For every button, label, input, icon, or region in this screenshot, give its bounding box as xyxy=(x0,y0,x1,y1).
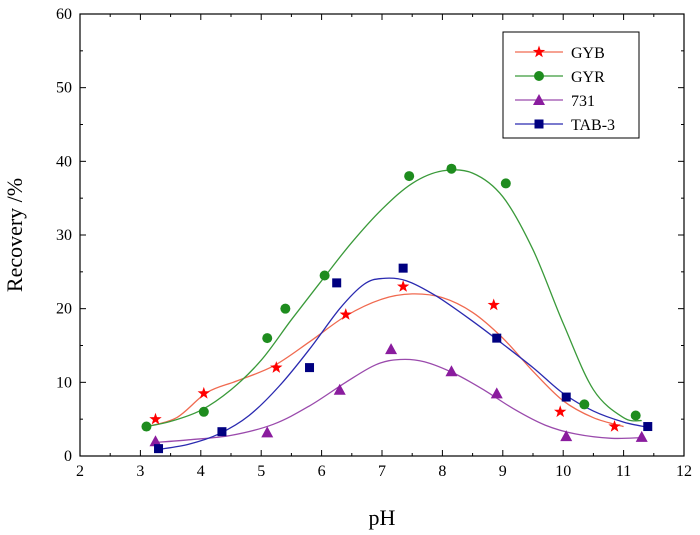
fit-curve-gyr xyxy=(146,169,642,428)
x-tick-label: 5 xyxy=(257,463,265,480)
data-point-gyb xyxy=(149,412,162,425)
y-axis-title: Recovery /% xyxy=(2,178,27,292)
legend-box xyxy=(502,31,640,139)
data-point-tab-3 xyxy=(217,427,227,437)
data-point-gyr xyxy=(630,410,641,421)
data-point-731 xyxy=(261,426,274,438)
axis-ticks: 2 3 4 5 6 7 8 9 10 11 12 0 10 20 30 40 50 60 xyxy=(56,6,692,480)
fit-curve-tab-3 xyxy=(158,277,648,451)
legend-marker-731 xyxy=(533,94,545,105)
x-tick-label: 3 xyxy=(136,463,144,480)
legend-label-731: 731 xyxy=(571,93,595,110)
data-point-tab-3 xyxy=(305,363,315,373)
x-tick-label: 8 xyxy=(438,463,446,480)
x-tick-label: 12 xyxy=(676,463,692,480)
data-point-gyr xyxy=(579,399,590,410)
x-tick-label: 9 xyxy=(499,463,507,480)
data-point-tab-3 xyxy=(643,422,653,432)
data-point-731 xyxy=(560,430,573,442)
x-tick-label: 4 xyxy=(197,463,205,480)
data-point-gyr xyxy=(280,303,291,314)
data-point-gyb xyxy=(270,361,283,373)
x-axis-title: pH xyxy=(369,505,396,530)
fit-curve-731 xyxy=(152,358,642,444)
legend-label-gyb: GYB xyxy=(571,45,605,62)
legend-marker-tab-3 xyxy=(534,119,544,129)
y-tick-label: 30 xyxy=(56,227,72,244)
data-point-tab-3 xyxy=(332,278,342,288)
data-point-731 xyxy=(333,383,346,395)
data-point-gyr xyxy=(319,270,330,281)
x-tick-label: 2 xyxy=(76,463,84,480)
data-point-gyr xyxy=(141,421,152,432)
y-tick-label: 50 xyxy=(56,80,72,97)
data-point-731 xyxy=(635,430,648,442)
data-point-gyr xyxy=(262,333,273,344)
y-tick-label: 60 xyxy=(56,6,72,23)
data-point-gyb xyxy=(554,405,567,418)
x-tick-label: 11 xyxy=(616,463,631,480)
data-point-gyr xyxy=(198,406,209,417)
y-tick-label: 40 xyxy=(56,153,72,170)
data-point-731 xyxy=(149,435,162,447)
legend-label-gyr: GYR xyxy=(571,69,605,86)
x-tick-label: 7 xyxy=(378,463,386,480)
data-point-731 xyxy=(385,343,398,355)
data-point-gyb xyxy=(197,386,210,399)
y-tick-label: 0 xyxy=(64,448,72,465)
data-point-tab-3 xyxy=(561,392,571,402)
legend: GYB GYR 731 TAB-3 xyxy=(502,31,640,139)
x-tick-label: 10 xyxy=(555,463,571,480)
data-point-tab-3 xyxy=(154,444,164,454)
data-point-gyr xyxy=(404,171,415,182)
data-point-gyb xyxy=(397,280,410,292)
data-point-tab-3 xyxy=(398,263,408,273)
data-point-731 xyxy=(490,387,503,399)
legend-label-tab-3: TAB-3 xyxy=(571,117,615,134)
data-point-gyr xyxy=(446,163,457,174)
data-point-gyr xyxy=(500,178,511,189)
data-point-gyb xyxy=(487,298,500,311)
data-markers xyxy=(141,163,653,454)
legend-marker-gyr xyxy=(534,71,544,81)
data-point-gyb xyxy=(608,420,621,432)
data-point-731 xyxy=(445,365,458,377)
y-tick-label: 20 xyxy=(56,301,72,318)
y-tick-label: 10 xyxy=(56,374,72,391)
fit-curve-gyb xyxy=(146,293,624,428)
legend-marker-gyb xyxy=(532,45,546,58)
data-point-gyb xyxy=(339,308,352,320)
fit-curves xyxy=(146,169,648,451)
x-tick-label: 6 xyxy=(318,463,326,480)
data-point-tab-3 xyxy=(492,333,502,343)
